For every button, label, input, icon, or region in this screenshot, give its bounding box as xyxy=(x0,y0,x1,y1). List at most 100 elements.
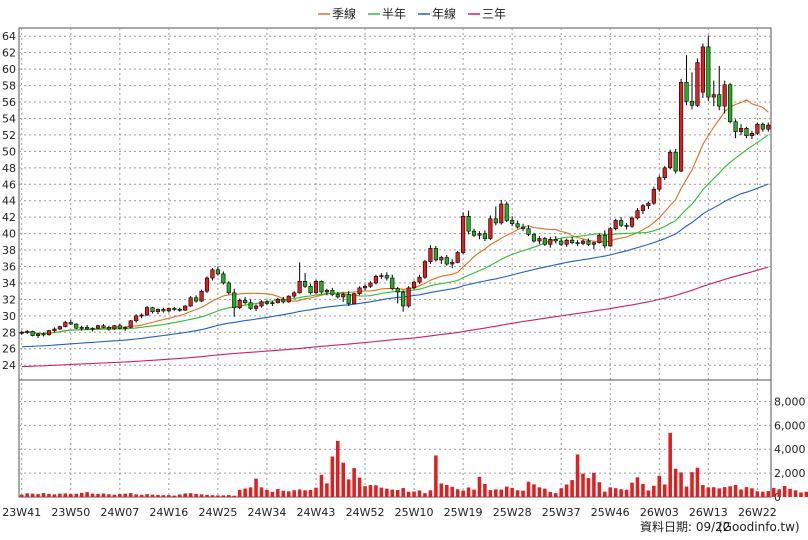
candle-body-44 xyxy=(259,301,264,307)
volume-bar-105 xyxy=(592,472,596,497)
candle-body-21 xyxy=(134,315,139,322)
candle-body-137 xyxy=(766,124,771,130)
candle-body-25 xyxy=(155,308,161,313)
volume-bar-69 xyxy=(395,489,400,497)
candle-body-130 xyxy=(728,84,733,123)
volume-bar-139 xyxy=(777,489,781,497)
volume-bar-0 xyxy=(19,494,24,497)
volume-bar-14 xyxy=(96,493,100,497)
volume-bar-8 xyxy=(63,493,68,497)
candle-body-15 xyxy=(101,325,106,328)
volume-bar-45 xyxy=(265,489,269,497)
volume-bar-48 xyxy=(281,490,286,497)
volume-bar-106 xyxy=(597,482,602,497)
volume-bar-87 xyxy=(494,489,498,497)
volume-bar-33 xyxy=(199,494,204,497)
volume-bar-84 xyxy=(477,476,482,497)
candle-body-12 xyxy=(85,327,90,330)
candle-body-20 xyxy=(128,320,133,328)
candle-body-117 xyxy=(657,177,662,190)
candle-body-134 xyxy=(749,132,754,137)
candle-body-115 xyxy=(646,202,651,206)
candle-body-27 xyxy=(166,308,171,312)
candle-body-83 xyxy=(471,230,477,236)
candle-body-31 xyxy=(188,297,193,307)
volume-bar-24 xyxy=(150,494,155,497)
candle-body-52 xyxy=(303,281,308,287)
candle-body-6 xyxy=(52,328,57,331)
volume-bar-125 xyxy=(701,485,705,497)
volume-bar-83 xyxy=(472,489,476,497)
candle-body-99 xyxy=(559,240,564,245)
volume-bar-142 xyxy=(793,490,798,497)
candle-body-35 xyxy=(210,269,215,279)
volume-bar-27 xyxy=(167,495,171,497)
candle-body-95 xyxy=(537,238,542,242)
volume-bar-43 xyxy=(254,478,258,497)
volume-bar-68 xyxy=(390,489,395,497)
candle-body-98 xyxy=(553,239,558,242)
price-tick-label-10: 44 xyxy=(2,195,16,208)
volume-bar-30 xyxy=(183,493,187,497)
candle-body-49 xyxy=(286,295,291,303)
volume-bar-37 xyxy=(221,495,226,497)
volume-bar-54 xyxy=(314,487,318,497)
candle-body-67 xyxy=(384,275,389,279)
volume-bar-71 xyxy=(406,491,411,497)
candle-body-111 xyxy=(624,225,629,227)
source-label: (Goodinfo.tw) xyxy=(718,520,800,534)
volume-bar-81 xyxy=(461,490,465,497)
price-plot-area xyxy=(18,27,772,381)
volume-bar-118 xyxy=(662,484,667,497)
candle-body-107 xyxy=(602,234,607,247)
price-tick-label-19: 62 xyxy=(2,47,16,60)
volume-bar-126 xyxy=(706,487,711,497)
price-tick-label-1: 26 xyxy=(2,343,16,356)
volume-bar-51 xyxy=(297,489,302,497)
candle-body-0 xyxy=(19,331,24,334)
volume-bar-2 xyxy=(30,493,35,497)
candle-body-118 xyxy=(662,167,667,178)
candle-body-127 xyxy=(711,94,716,98)
volume-bar-91 xyxy=(515,490,520,497)
volume-bar-4 xyxy=(41,493,46,497)
candle-body-46 xyxy=(270,302,275,304)
price-tick-label-2: 28 xyxy=(2,326,16,339)
x-tick-label-9: 25W19 xyxy=(444,506,483,519)
price-tick-label-17: 58 xyxy=(2,80,16,93)
volume-bar-120 xyxy=(673,468,678,497)
candle-body-62 xyxy=(357,287,362,294)
volume-bar-116 xyxy=(652,485,656,497)
volume-bar-58 xyxy=(336,440,340,497)
candle-body-129 xyxy=(722,84,727,107)
candle-body-76 xyxy=(433,248,438,261)
volume-bar-88 xyxy=(499,489,504,497)
candle-body-104 xyxy=(586,240,591,245)
ma-line-1 xyxy=(21,134,769,335)
candle-body-28 xyxy=(172,308,177,310)
volume-bar-80 xyxy=(455,489,460,497)
candle-body-11 xyxy=(79,327,84,329)
volume-bar-124 xyxy=(695,467,700,497)
volume-bar-12 xyxy=(85,492,89,497)
volume-bar-135 xyxy=(755,491,760,497)
volume-bar-95 xyxy=(537,487,542,497)
x-tick-label-7: 24W52 xyxy=(346,506,385,519)
candle-body-121 xyxy=(679,81,684,172)
volume-bar-35 xyxy=(210,495,215,497)
volume-bar-117 xyxy=(657,475,662,497)
volume-bar-28 xyxy=(172,495,177,497)
volume-bar-103 xyxy=(581,473,585,497)
volume-bar-70 xyxy=(401,488,405,497)
candle-body-136 xyxy=(760,123,765,130)
volume-bar-107 xyxy=(603,491,607,497)
volume-bar-96 xyxy=(543,488,547,497)
candle-body-37 xyxy=(221,273,226,284)
volume-bar-65 xyxy=(374,485,378,497)
candle-body-60 xyxy=(346,294,351,304)
volume-bar-128 xyxy=(717,488,722,497)
candle-body-102 xyxy=(575,242,580,244)
price-tick-label-6: 36 xyxy=(2,261,16,274)
volume-bar-108 xyxy=(608,487,613,497)
volume-bar-11 xyxy=(79,492,84,497)
